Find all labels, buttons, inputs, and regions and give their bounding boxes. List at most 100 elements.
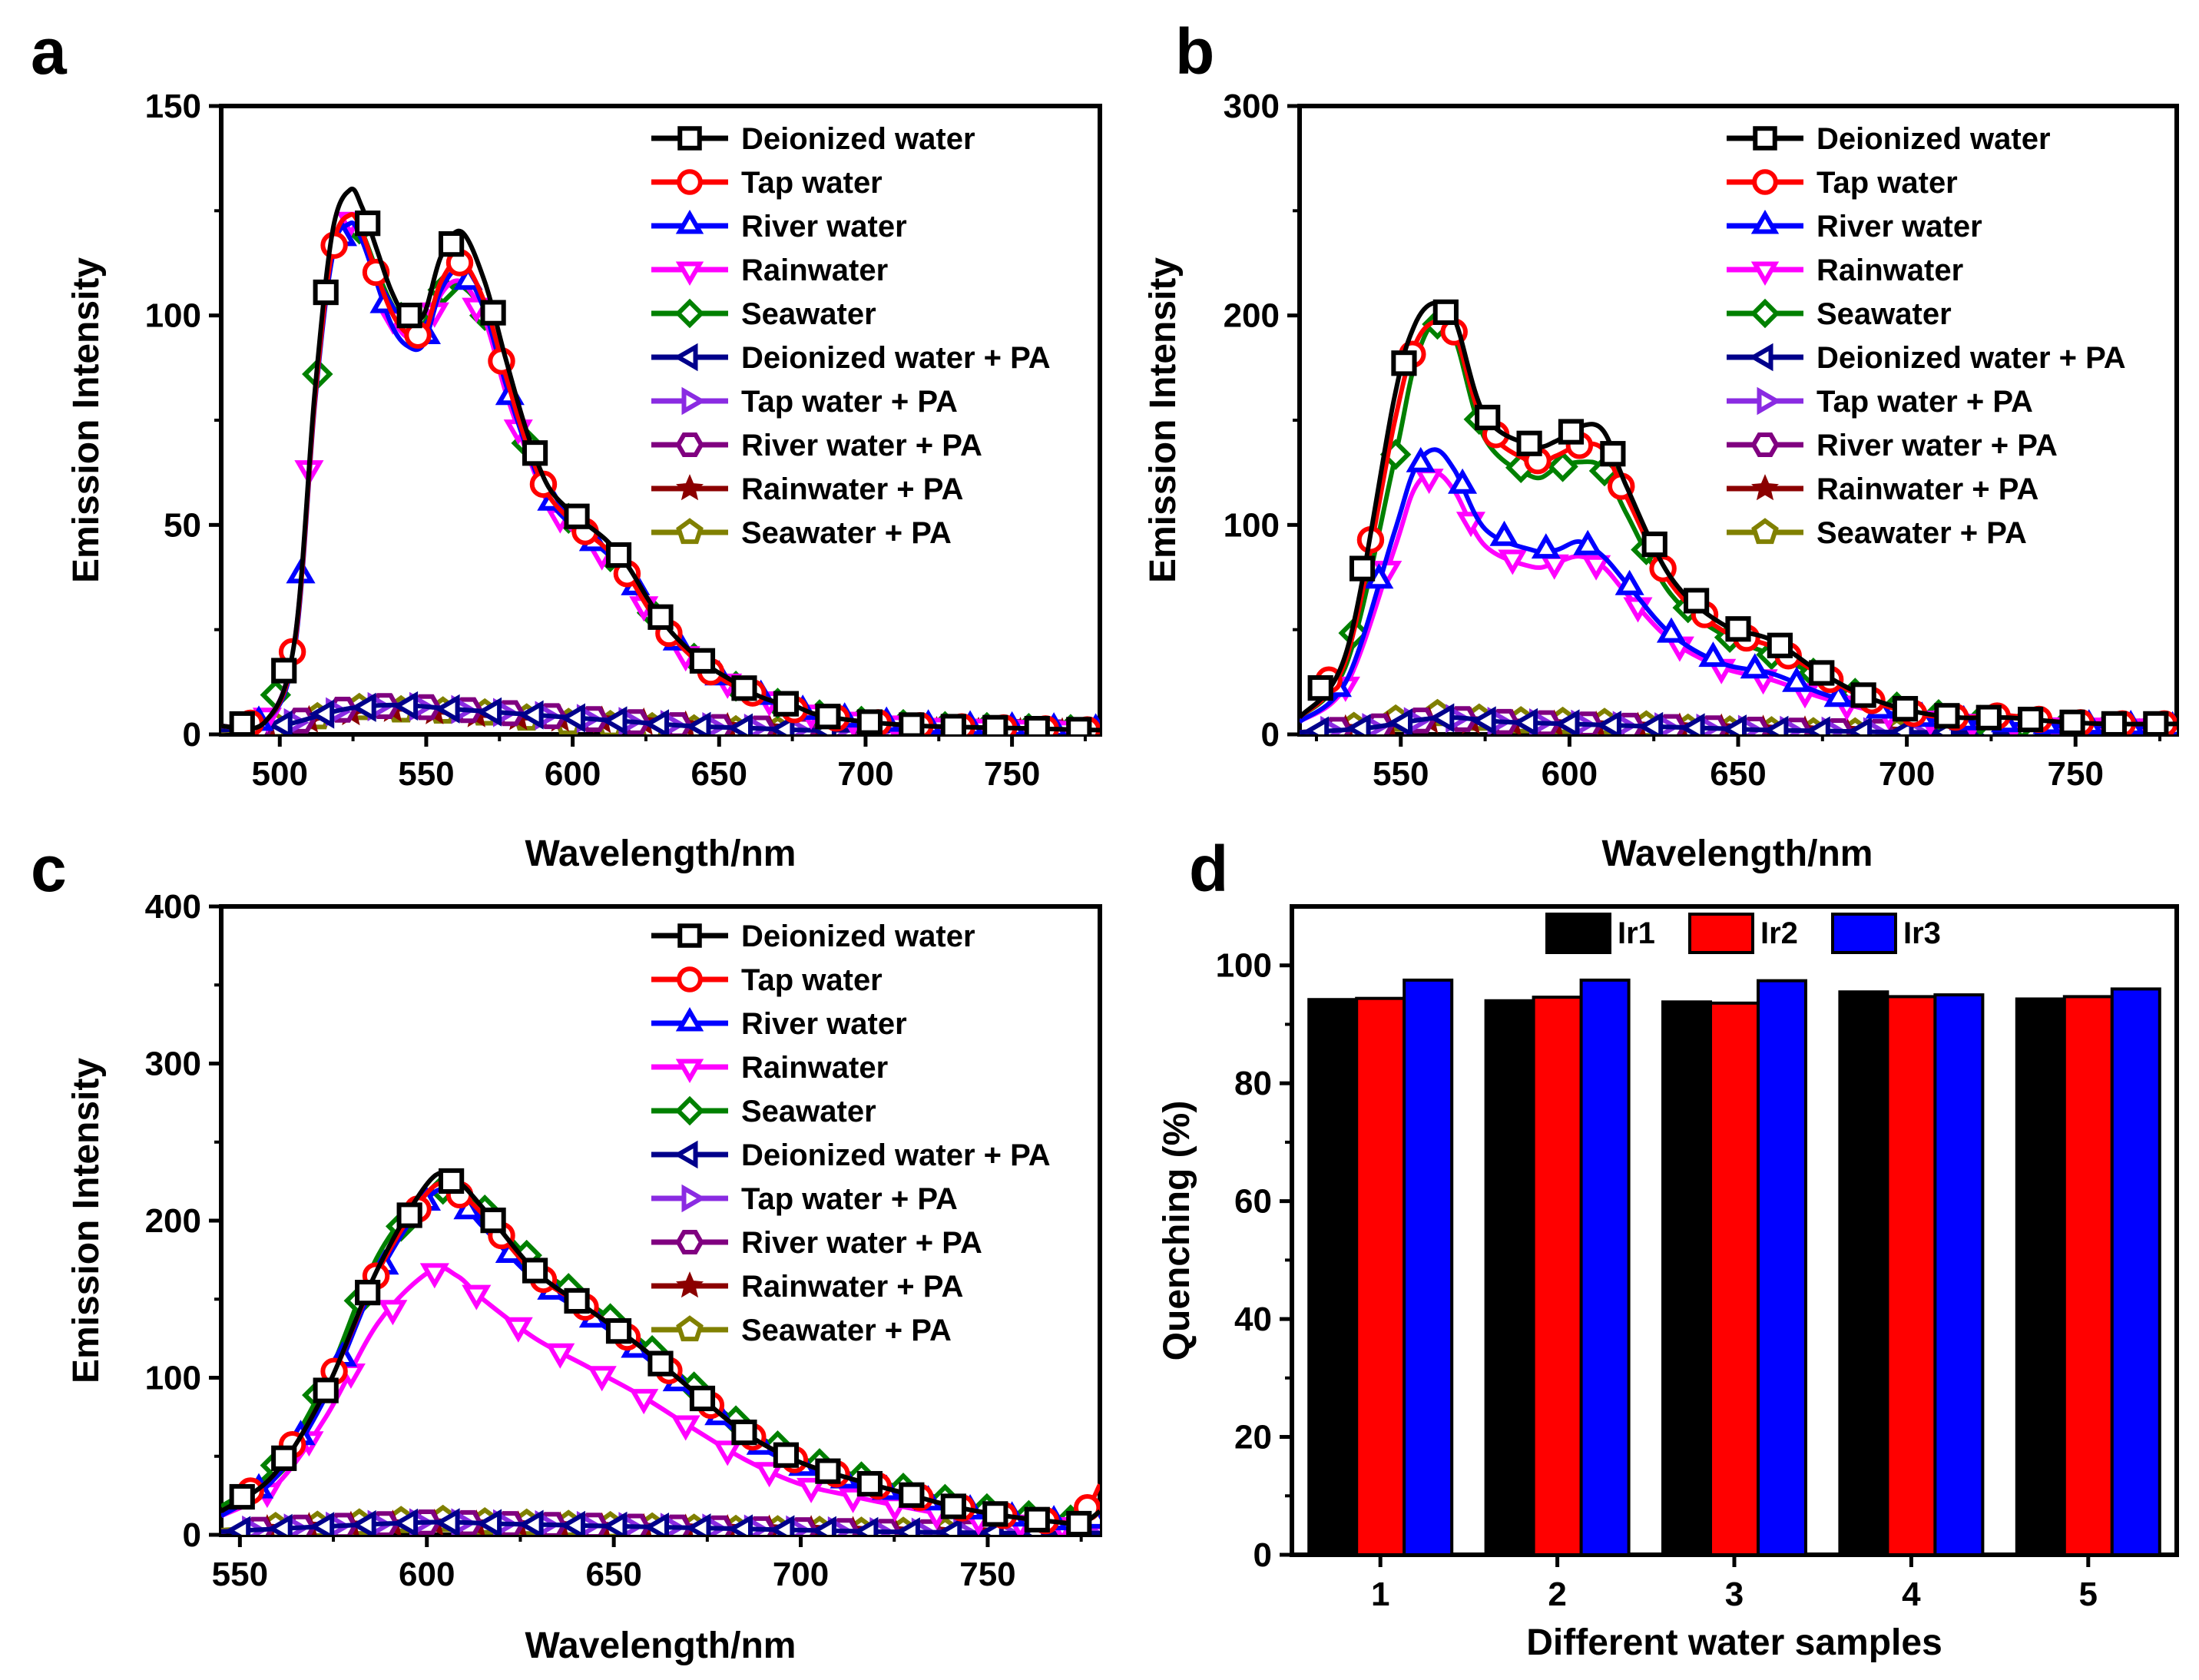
bar-ir2-sample-4 (1886, 995, 1937, 1556)
data-point-deionized-water (982, 714, 1008, 734)
data-point-rainwater (754, 1462, 784, 1488)
legend-item-tap-water: Tap water (1727, 166, 1958, 200)
data-point-deionized-water-pa (350, 1509, 376, 1535)
data-point-deionized-water (1725, 616, 1751, 642)
legend-item-river-water-pa: River water + PA (651, 1226, 982, 1260)
x-tick-label: 750 (959, 1556, 1015, 1593)
legend-marker (674, 298, 705, 329)
data-point-deionized-water-pa (1345, 714, 1371, 734)
legend-label: River water + PA (1816, 429, 2058, 462)
legend-label: Tap water + PA (1816, 385, 2033, 419)
legend-marker (1752, 169, 1778, 195)
legend-marker (1757, 386, 1781, 416)
x-tick-label: 700 (773, 1556, 829, 1593)
y-axis-title: Quenching (%) (1157, 1101, 1197, 1361)
data-point-deionized-water (647, 604, 674, 630)
panel-letter: b (1175, 15, 1214, 88)
data-point-deionized-water (1767, 632, 1793, 658)
legend-marker (675, 210, 704, 234)
data-point-river-water (1573, 529, 1603, 555)
legend-marker (675, 261, 704, 286)
legend-item-rainwater-pa: Rainwater + PA (651, 472, 963, 506)
data-point-deionized-water (1641, 531, 1667, 558)
series-seawater (1300, 308, 2177, 734)
data-point-deionized-water-pa (643, 1513, 669, 1535)
legend-item-deionized-water-pa: Deionized water + PA (651, 341, 1051, 375)
data-point-deionized-water (2143, 711, 2169, 734)
data-point-deionized-water-pa (476, 1509, 502, 1535)
data-point-deionized-water-pa (1804, 716, 1830, 734)
y-axis-title: Emission Intensity (1143, 257, 1184, 583)
data-point-deionized-water-pa (685, 711, 711, 734)
x-tick-label: 4 (1902, 1576, 1921, 1613)
y-tick-label: 60 (1234, 1183, 1272, 1221)
data-point-deionized-water (1066, 1510, 1092, 1535)
legend-label: Deionized water (741, 122, 975, 156)
bar-ir1-sample-2 (1484, 999, 1535, 1557)
legend-swatch (1688, 913, 1754, 954)
y-tick-label: 0 (183, 1516, 201, 1554)
x-tick-label: 550 (398, 755, 454, 793)
data-point-deionized-water-pa (1846, 717, 1873, 734)
data-point-deionized-water-pa (601, 706, 628, 734)
legend-marker (677, 966, 703, 992)
legend-label: Seawater + PA (741, 1314, 952, 1347)
data-point-deionized-water-pa (853, 1516, 879, 1535)
x-tick-label: 550 (212, 1556, 268, 1593)
data-point-deionized-water-pa (1595, 711, 1621, 734)
legend-item-seawater: Seawater (651, 297, 876, 331)
panel-c: 0 100 200 300 400 550 600 650 700 750 Deionized wa… (31, 833, 1102, 1666)
bar-ir3-sample-5 (2110, 987, 2161, 1557)
data-point-deionized-water-pa (476, 697, 502, 727)
data-point-deionized-water (2101, 711, 2128, 734)
legend-item-seawater-pa: Seawater + PA (651, 516, 952, 550)
bar-ir3-sample-4 (1933, 993, 1985, 1557)
data-point-deionized-water (1850, 682, 1876, 708)
legend-label: River water + PA (741, 429, 982, 462)
data-point-river-water (1614, 569, 1644, 595)
legend-marker (674, 343, 698, 372)
data-point-deionized-water-pa (1303, 716, 1330, 734)
data-point-river-water (1698, 641, 1728, 668)
x-tick-label: 600 (545, 755, 601, 793)
data-point-deionized-water-pa (309, 699, 335, 729)
data-point-river-water (1823, 681, 1853, 707)
series-line-rainwater (1300, 470, 2177, 731)
data-point-deionized-water-pa (601, 1511, 628, 1535)
x-tick-label: 3 (1725, 1576, 1744, 1613)
data-point-deionized-water (229, 1483, 255, 1510)
data-point-deionized-water-pa (518, 1509, 544, 1535)
data-point-deionized-water (564, 1287, 590, 1314)
data-point-deionized-water (1024, 715, 1050, 734)
legend-item-ir2: Ir2 (1688, 913, 1798, 954)
x-tick-label: 750 (2048, 755, 2104, 793)
legend-swatch (1545, 913, 1611, 954)
legend-label: Tap water (1816, 166, 1958, 200)
data-point-rainwater (796, 1477, 826, 1503)
y-tick-label: 0 (1253, 1536, 1272, 1574)
data-point-deionized-water (605, 542, 632, 568)
series-line-seawater (221, 216, 1100, 733)
data-point-deionized-water-pa (1763, 715, 1789, 734)
x-tick-label: 500 (252, 755, 308, 793)
data-point-rainwater (629, 1389, 659, 1415)
x-tick-label: 700 (1879, 755, 1935, 793)
bar-ir1-sample-1 (1307, 998, 1359, 1557)
legend-label: Tap water (741, 963, 883, 997)
data-point-deionized-water (1600, 441, 1626, 467)
data-point-deionized-water (605, 1318, 632, 1344)
legend-label: River water (741, 210, 907, 244)
legend-marker (675, 1271, 704, 1298)
data-point-deionized-water-pa (434, 694, 460, 724)
y-tick-label: 40 (1234, 1301, 1272, 1338)
data-point-deionized-water (982, 1501, 1008, 1527)
legend-label: Rainwater + PA (741, 1270, 963, 1304)
panel-letter: c (31, 833, 67, 905)
legend-item-deionized-water-pa: Deionized water + PA (1727, 341, 2126, 375)
series-line-rainwater (221, 216, 1100, 733)
legend-label: Deionized water (741, 920, 975, 953)
series-river-water (1300, 446, 2177, 734)
x-tick-label: 600 (1542, 755, 1598, 793)
data-point-river-water (1447, 468, 1478, 494)
